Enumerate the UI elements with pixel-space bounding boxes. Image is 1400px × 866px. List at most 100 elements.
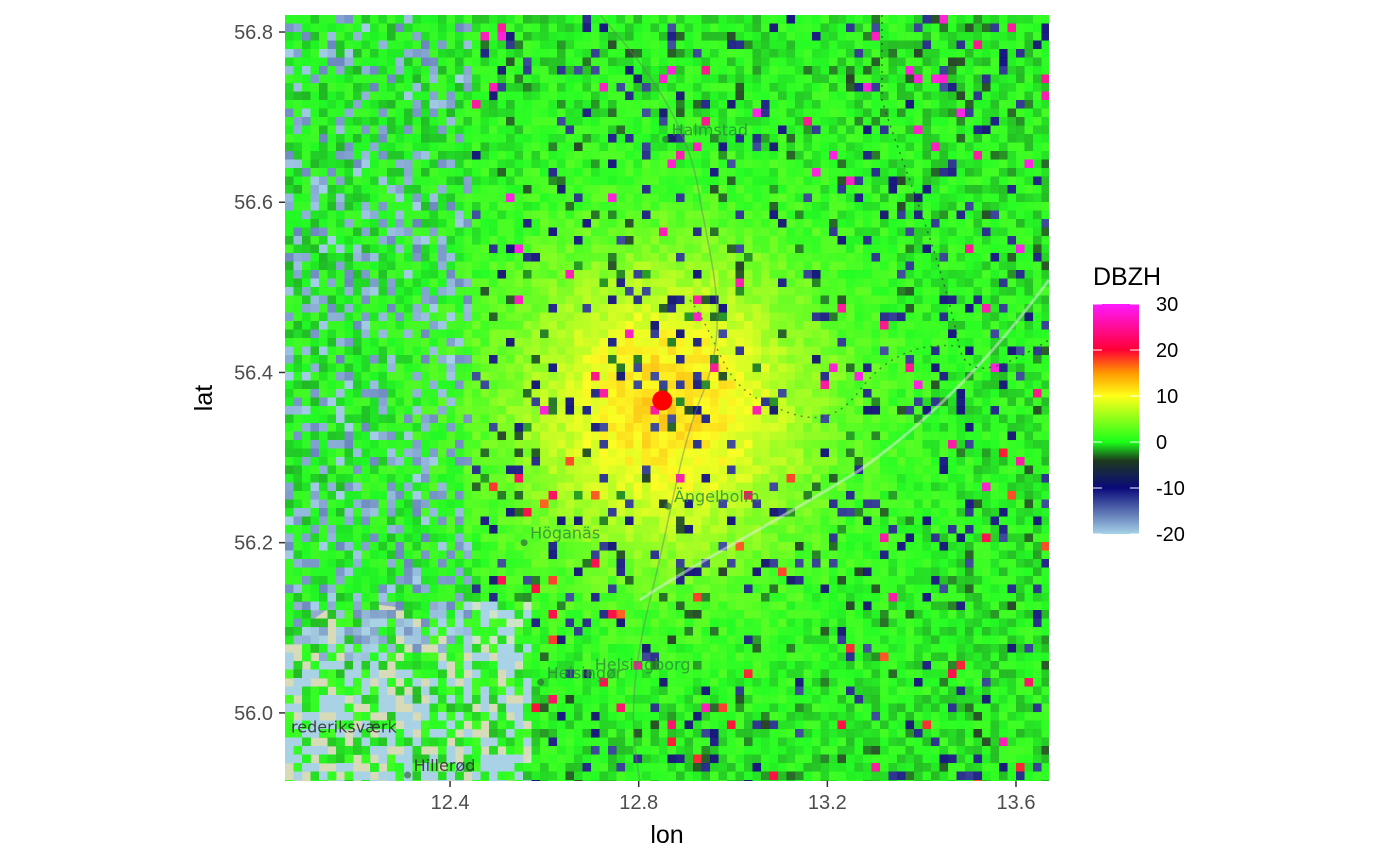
- heat-cell: [446, 244, 456, 254]
- heat-cell: [744, 100, 753, 109]
- heat-cell: [327, 440, 337, 449]
- heat-cell: [548, 372, 558, 381]
- heat-cell: [769, 312, 779, 322]
- heat-cell: [990, 270, 1000, 279]
- heat-cell: [1016, 244, 1025, 254]
- heat-cell: [854, 236, 864, 245]
- heat-cell: [506, 346, 515, 356]
- heat-cell: [565, 389, 575, 398]
- heat-cell: [880, 414, 889, 424]
- heat-cell: [956, 15, 966, 24]
- heat-cell: [931, 168, 940, 177]
- heat-cell: [531, 355, 541, 364]
- heat-cell: [302, 440, 311, 449]
- heat-cell: [854, 142, 864, 152]
- heat-cell: [446, 338, 456, 347]
- heat-cell: [684, 321, 694, 330]
- heat-cell: [718, 100, 728, 109]
- heat-cell: [480, 414, 490, 424]
- heat-cell: [540, 210, 549, 220]
- heat-cell: [506, 338, 515, 347]
- heat-cell: [786, 125, 796, 135]
- heat-cell: [429, 465, 439, 475]
- heat-cell: [769, 363, 779, 373]
- heat-cell: [973, 49, 983, 58]
- heat-cell: [421, 372, 430, 381]
- heat-cell: [778, 151, 787, 160]
- heat-cell: [744, 287, 753, 296]
- heat-cell: [370, 83, 379, 92]
- heat-cell: [990, 108, 1000, 118]
- heat-cell: [489, 304, 498, 313]
- heat-cell: [540, 91, 549, 101]
- heat-cell: [285, 227, 294, 237]
- heat-cell: [633, 397, 643, 407]
- heat-cell: [948, 23, 957, 33]
- heat-cell: [506, 176, 515, 186]
- heat-cell: [302, 295, 311, 305]
- heat-cell: [421, 193, 430, 203]
- heat-cell: [1024, 372, 1034, 381]
- heat-cell: [854, 278, 864, 288]
- heat-cell: [344, 457, 354, 466]
- heat-cell: [999, 159, 1008, 169]
- heat-cell: [812, 244, 821, 254]
- heat-cell: [523, 295, 532, 305]
- heat-cell: [378, 227, 388, 237]
- heat-cell: [455, 236, 464, 245]
- heat-cell: [319, 49, 328, 58]
- heat-cell: [667, 389, 677, 398]
- heat-cell: [1024, 83, 1034, 92]
- heat-cell: [837, 168, 847, 177]
- heat-cell: [820, 219, 830, 228]
- heat-cell: [336, 295, 345, 305]
- heat-cell: [557, 312, 566, 322]
- heat-cell: [633, 338, 643, 347]
- heat-cell: [897, 312, 906, 322]
- heat-cell: [803, 117, 813, 126]
- heat-cell: [438, 457, 447, 466]
- heat-cell: [353, 440, 362, 449]
- heat-cell: [523, 142, 532, 152]
- heat-cell: [931, 321, 940, 330]
- heat-cell: [455, 151, 464, 160]
- heat-cell: [404, 278, 413, 288]
- heat-cell: [888, 159, 898, 169]
- heat-cell: [421, 15, 430, 24]
- heat-cell: [939, 40, 949, 50]
- heat-cell: [463, 185, 473, 194]
- heat-cell: [1041, 219, 1049, 228]
- heat-cell: [310, 151, 320, 160]
- heat-cell: [769, 304, 779, 313]
- heat-cell: [727, 185, 736, 194]
- heat-cell: [285, 134, 294, 143]
- heat-cell: [463, 244, 473, 254]
- heat-cell: [948, 134, 957, 143]
- heat-cell: [608, 202, 617, 211]
- heat-cell: [727, 32, 736, 41]
- heat-cell: [455, 219, 464, 228]
- heat-cell: [302, 202, 311, 211]
- heat-cell: [744, 227, 753, 237]
- heat-cell: [1024, 270, 1034, 279]
- heat-cell: [684, 108, 694, 118]
- heat-cell: [404, 219, 413, 228]
- heat-cell: [412, 134, 422, 143]
- heat-cell: [710, 32, 719, 41]
- heat-cell: [701, 253, 711, 262]
- heat-cell: [565, 295, 575, 305]
- heat-cell: [880, 117, 889, 126]
- heat-cell: [497, 440, 507, 449]
- heat-cell: [837, 278, 847, 288]
- heat-cell: [710, 168, 719, 177]
- heat-cell: [310, 406, 320, 415]
- heat-cell: [1024, 15, 1034, 24]
- heat-cell: [438, 210, 447, 220]
- heat-cell: [795, 125, 804, 135]
- heat-cell: [1033, 278, 1042, 288]
- heat-cell: [701, 363, 711, 373]
- heat-cell: [438, 32, 447, 41]
- heat-cell: [718, 193, 728, 203]
- heat-cell: [336, 134, 345, 143]
- heat-cell: [387, 134, 396, 143]
